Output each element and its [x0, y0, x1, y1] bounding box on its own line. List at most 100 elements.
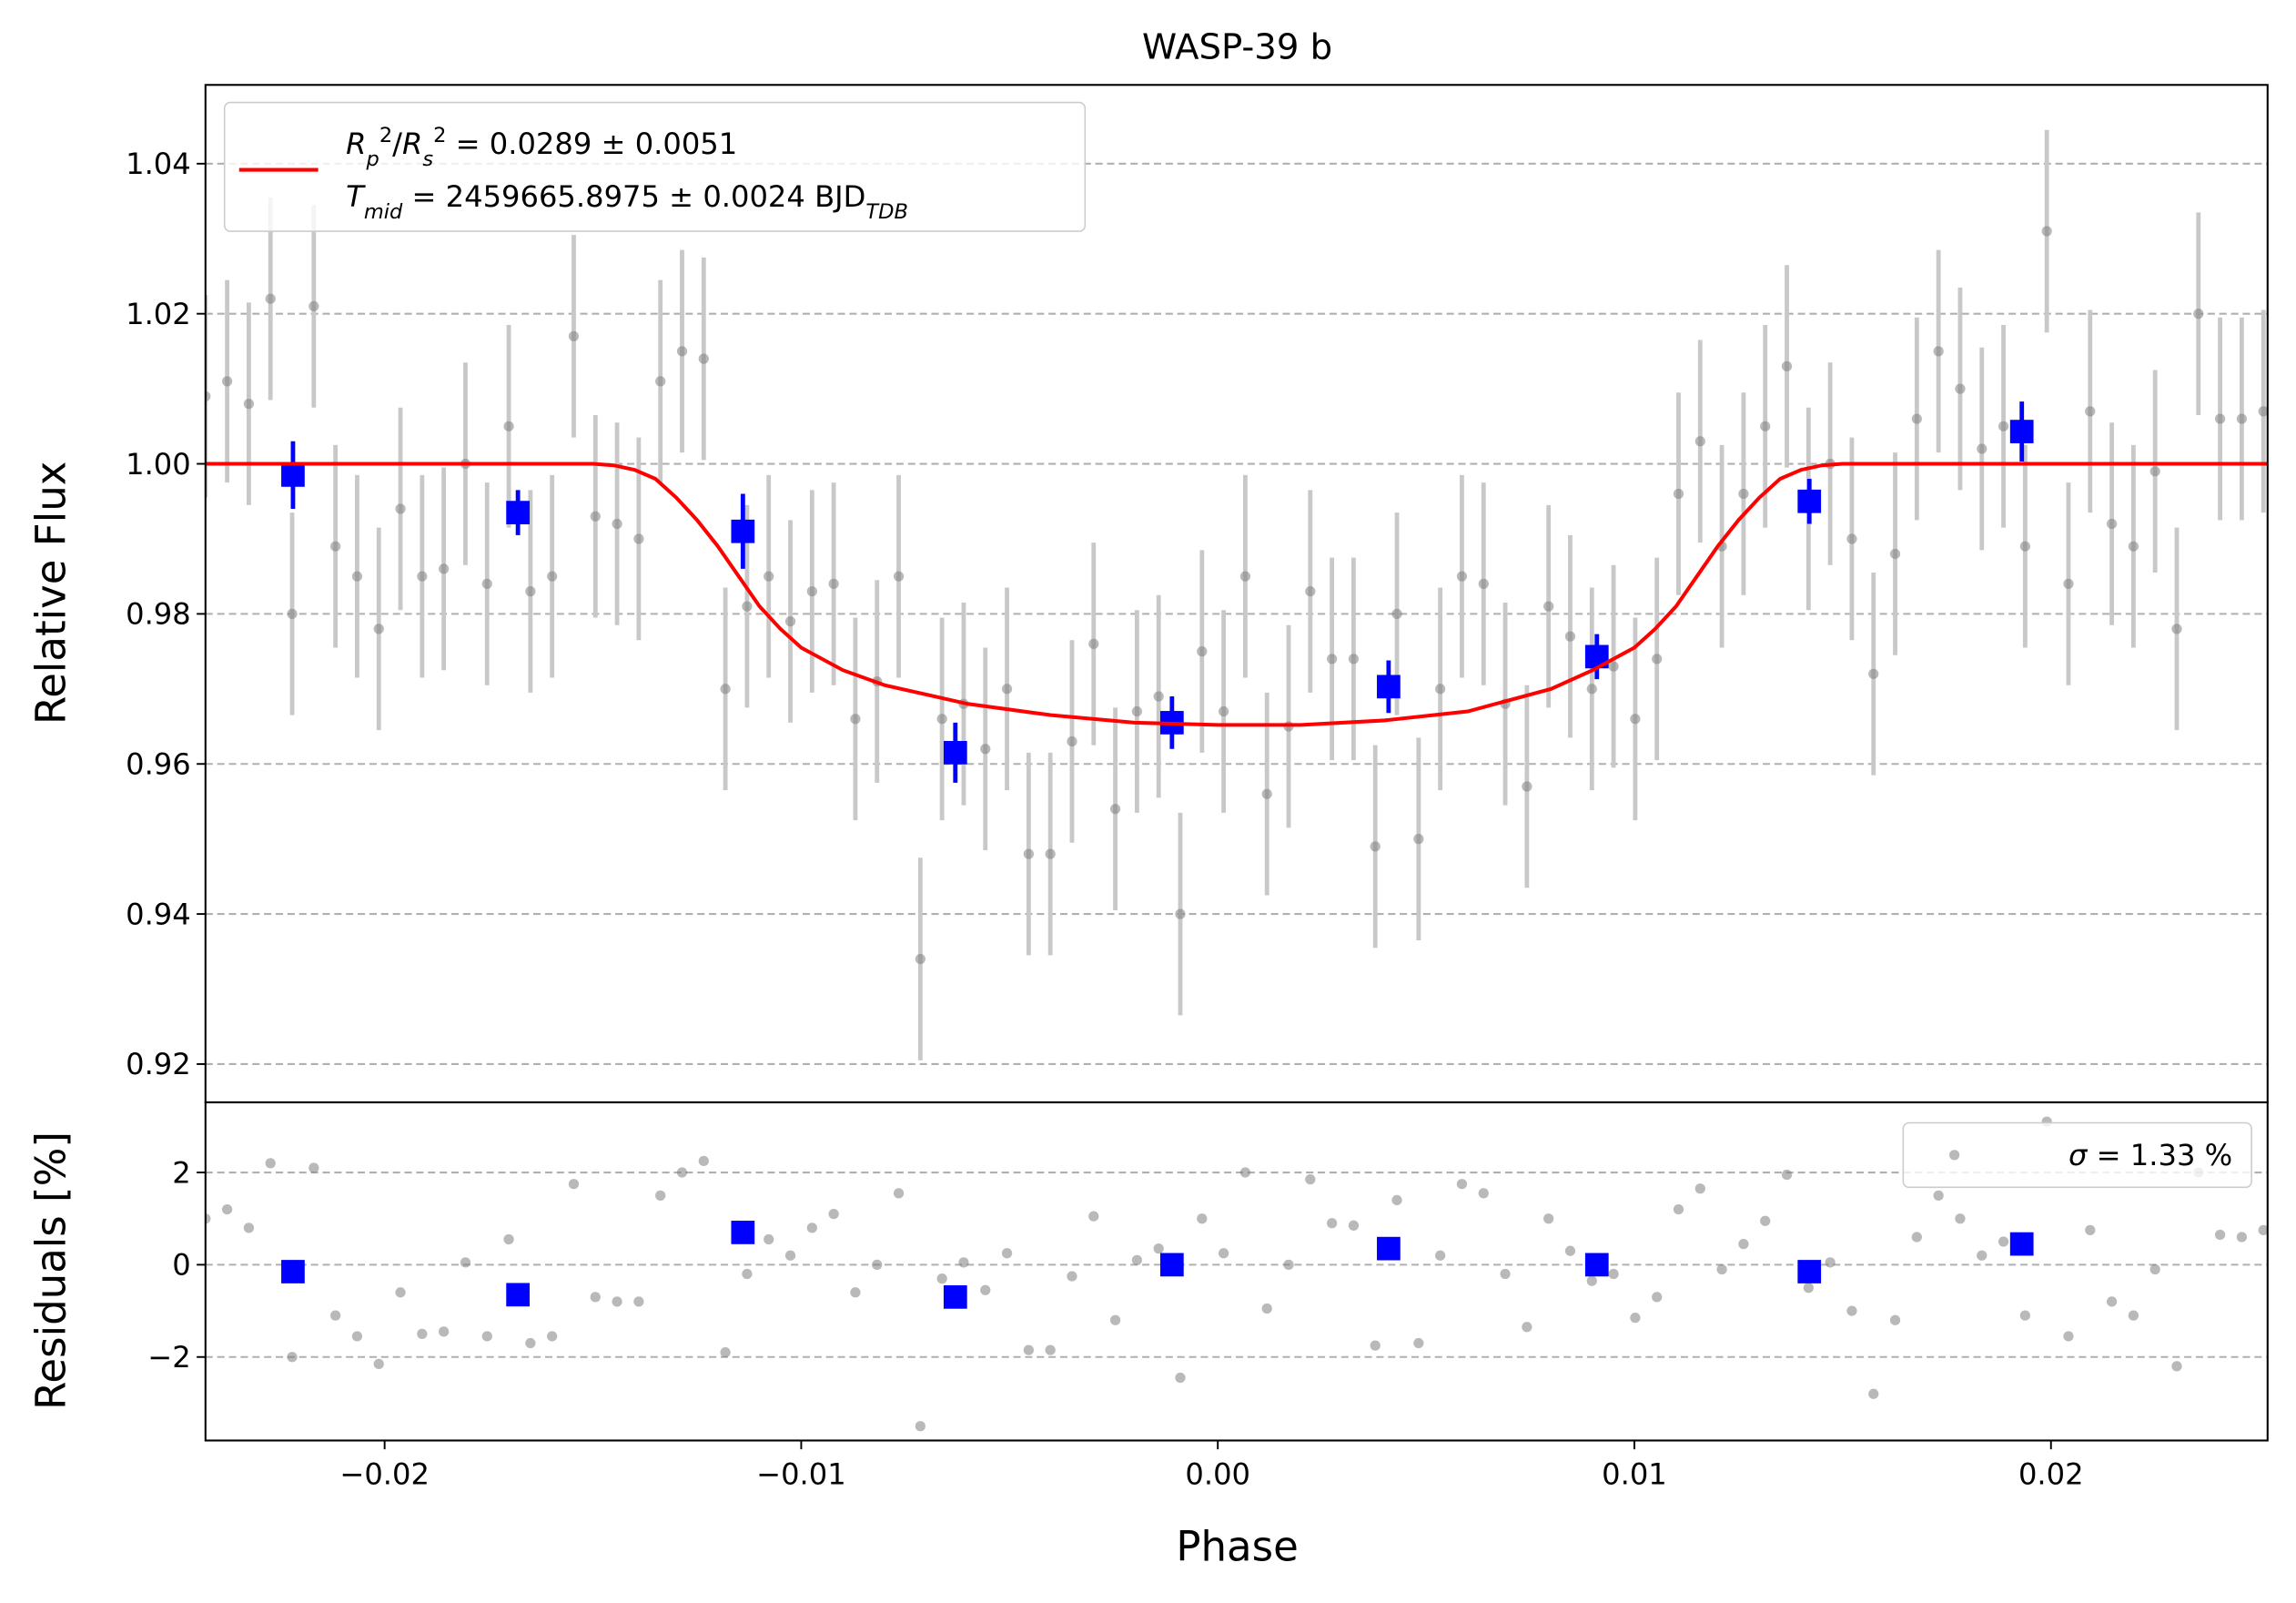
- data-point: [1175, 1372, 1186, 1384]
- y-axis-label: Relative Flux: [26, 462, 75, 725]
- data-point: [330, 541, 341, 552]
- data-point: [655, 376, 666, 387]
- data-point: [547, 571, 558, 582]
- binned-point: [731, 519, 755, 543]
- data-point: [373, 1358, 384, 1369]
- data-point: [1391, 608, 1402, 620]
- data-point: [2063, 578, 2074, 590]
- data-point: [2106, 518, 2118, 530]
- data-point: [1673, 488, 1684, 500]
- data-point: [1305, 1173, 1316, 1185]
- data-point: [2236, 413, 2248, 424]
- data-point: [590, 1292, 601, 1303]
- y-tick-label: 0.94: [126, 897, 191, 931]
- data-point: [1239, 571, 1251, 582]
- data-point: [1933, 346, 1944, 357]
- data-point: [676, 346, 688, 357]
- binned-point: [943, 741, 967, 765]
- data-point: [1435, 1250, 1446, 1261]
- data-point: [828, 578, 839, 590]
- data-point: [764, 571, 774, 582]
- data-point: [243, 1223, 255, 1233]
- data-point: [1239, 1167, 1251, 1178]
- data-point: [1109, 1314, 1121, 1325]
- data-point: [503, 1233, 514, 1245]
- y-tick-label: 0.98: [126, 597, 191, 632]
- data-point: [330, 1310, 341, 1321]
- data-point: [1630, 1313, 1641, 1324]
- data-point: [1868, 1388, 1879, 1399]
- data-point: [2171, 1361, 2182, 1372]
- plot-area: [205, 1116, 2268, 1432]
- data-point: [720, 1347, 731, 1358]
- data-point: [351, 571, 363, 582]
- data-point: [1911, 1232, 1922, 1243]
- data-point: [2149, 466, 2160, 477]
- data-point: [439, 563, 450, 574]
- data-point: [2193, 309, 2204, 320]
- binned-point: [506, 501, 531, 524]
- data-point: [980, 744, 991, 755]
- data-point: [1543, 601, 1554, 612]
- y-tick-label: 1.04: [126, 147, 191, 181]
- data-point: [1911, 413, 1922, 424]
- data-point: [481, 578, 492, 590]
- data-point: [1716, 1263, 1727, 1275]
- legend-marker: [1949, 1150, 1960, 1161]
- legend-box: [1902, 1121, 2252, 1189]
- data-point: [1955, 1213, 1966, 1224]
- data-point: [205, 1213, 211, 1224]
- data-point: [1131, 1254, 1143, 1265]
- data-point: [351, 1331, 363, 1342]
- data-point: [287, 1352, 298, 1363]
- data-point: [205, 391, 211, 401]
- data-point: [1261, 1303, 1272, 1314]
- legend-text-part: s: [422, 147, 433, 171]
- data-point: [980, 1284, 991, 1295]
- y-tick-label: 0.92: [126, 1047, 191, 1081]
- data-point: [1889, 548, 1901, 560]
- legend-text-part: /: [392, 127, 402, 161]
- data-point: [1045, 1344, 1056, 1355]
- data-point: [1153, 691, 1164, 702]
- data-point: [1109, 804, 1121, 815]
- data-point: [764, 1233, 774, 1245]
- legend-label: Rp2/Rs2 = 0.0289 ± 0.0051: [346, 124, 737, 171]
- data-point: [1694, 436, 1705, 447]
- data-point: [742, 1268, 753, 1280]
- data-point: [872, 1259, 883, 1271]
- data-point: [633, 533, 644, 544]
- data-point: [1846, 533, 1857, 544]
- data-point: [1846, 1305, 1857, 1316]
- x-tick-label: −0.01: [756, 1457, 846, 1492]
- data-point: [612, 1296, 622, 1307]
- data-point: [633, 1296, 644, 1307]
- data-point: [1543, 1213, 1554, 1224]
- data-point: [417, 1328, 428, 1340]
- data-point: [1153, 1243, 1164, 1254]
- axes-frame: [204, 1101, 2269, 1442]
- data-point: [568, 330, 580, 342]
- legend-text-part: TDB: [865, 200, 908, 224]
- legend-text-part: σ: [2068, 1138, 2089, 1172]
- data-point: [1564, 1245, 1576, 1256]
- data-point: [1998, 421, 2009, 431]
- data-point: [1023, 848, 1034, 859]
- data-point: [373, 624, 384, 634]
- data-point: [568, 1179, 580, 1190]
- data-point: [1456, 1179, 1468, 1190]
- y-tick-label: 0.96: [126, 747, 191, 782]
- data-point: [1348, 1220, 1360, 1231]
- data-point: [936, 714, 947, 725]
- data-point: [1067, 736, 1077, 747]
- data-point: [1522, 781, 1532, 792]
- data-point: [2085, 406, 2096, 417]
- y-axis-label: Residuals [%]: [26, 1131, 75, 1410]
- data-point: [1652, 1292, 1663, 1303]
- data-point: [2214, 1229, 2226, 1241]
- data-point: [676, 1167, 688, 1178]
- chart-title: WASP-39 b: [1142, 26, 1332, 67]
- legend-label: Tmid = 2459665.8975 ± 0.0024 BJDTDB: [346, 179, 908, 224]
- data-point: [1738, 1238, 1749, 1250]
- data-point: [1001, 1248, 1013, 1259]
